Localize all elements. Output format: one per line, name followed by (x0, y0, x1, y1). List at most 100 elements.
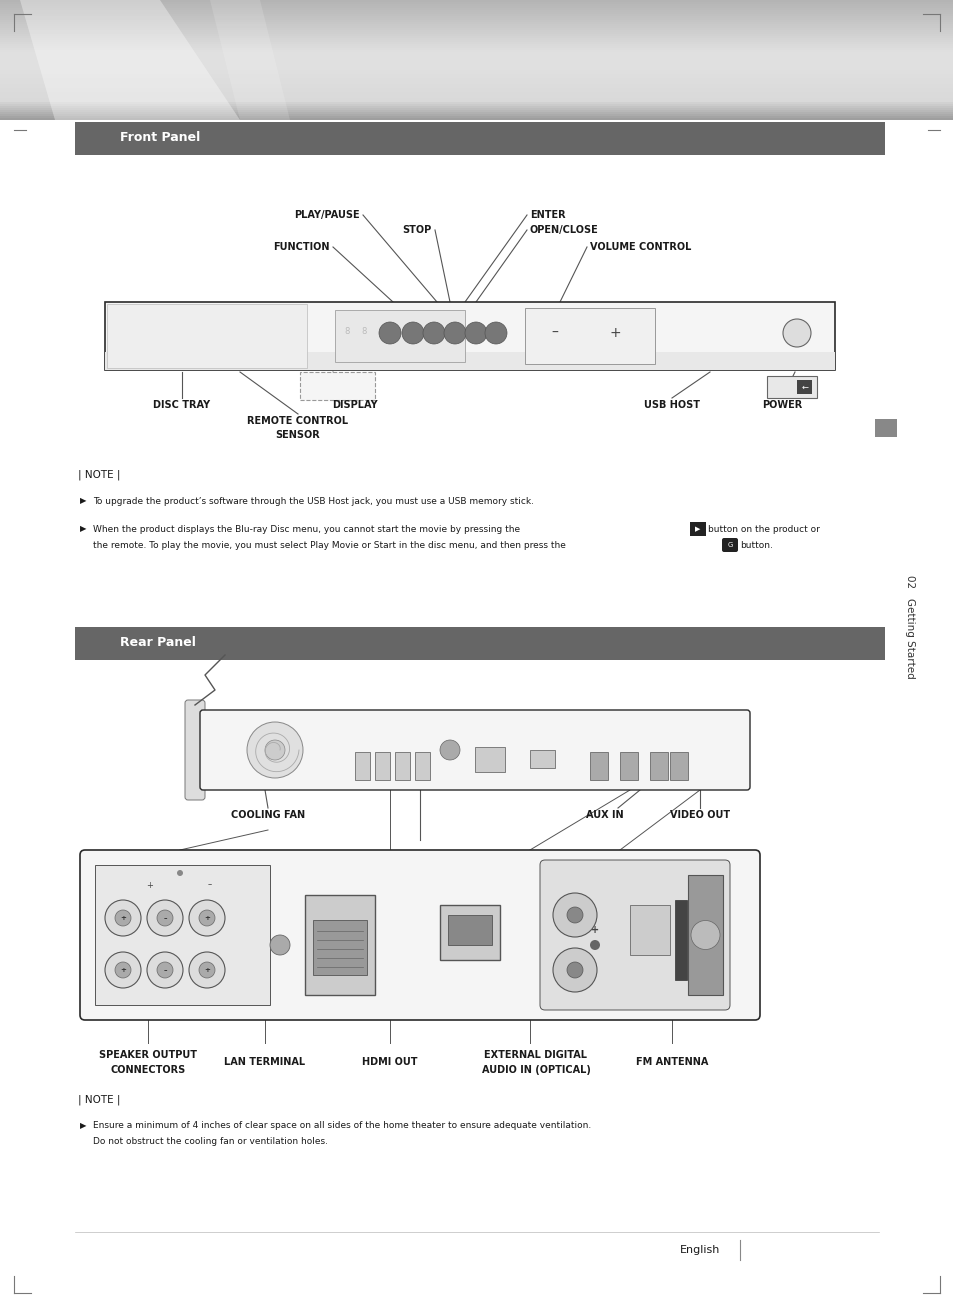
Circle shape (115, 962, 131, 978)
FancyBboxPatch shape (539, 860, 729, 1010)
Polygon shape (20, 0, 240, 120)
Text: DISC TRAY: DISC TRAY (153, 400, 211, 410)
Bar (0, 71, 953, 72)
Bar (0, 72, 953, 74)
Bar (475, 748, 504, 772)
Circle shape (199, 910, 214, 925)
Bar (0, 27, 953, 30)
FancyBboxPatch shape (200, 710, 749, 789)
Text: DISPLAY: DISPLAY (332, 400, 377, 410)
Text: ▶: ▶ (80, 497, 87, 506)
FancyBboxPatch shape (80, 850, 760, 1019)
Text: AUDIO IN (OPTICAL): AUDIO IN (OPTICAL) (481, 1065, 590, 1074)
Text: +: + (609, 325, 620, 340)
Bar (75, 627, 884, 660)
Bar (0, 106, 953, 108)
Circle shape (566, 962, 582, 978)
Text: OPEN/CLOSE: OPEN/CLOSE (530, 225, 598, 235)
Bar (0, 114, 953, 116)
Text: VIDEO OUT: VIDEO OUT (669, 810, 729, 819)
Bar (0, 12, 953, 14)
Text: Do not obstruct the cooling fan or ventilation holes.: Do not obstruct the cooling fan or venti… (92, 1137, 328, 1146)
Bar (629, 904, 669, 955)
Text: CONNECTORS: CONNECTORS (111, 1065, 186, 1074)
Text: FM ANTENNA: FM ANTENNA (635, 1057, 707, 1067)
Bar (0, 7, 953, 8)
Circle shape (105, 951, 141, 988)
Bar (0, 90, 953, 91)
Bar (0, 42, 953, 44)
Bar (105, 352, 834, 370)
Bar (0, 91, 953, 94)
Bar (0, 102, 953, 105)
Bar (0, 98, 953, 101)
Text: To upgrade the product’s software through the USB Host jack, you must use a USB : To upgrade the product’s software throug… (92, 497, 534, 506)
Bar (0, 61, 953, 64)
Bar (305, 895, 375, 995)
Bar (0, 86, 953, 88)
Bar (524, 308, 655, 365)
Text: +: + (204, 967, 210, 972)
Bar (675, 901, 686, 980)
Text: ▶: ▶ (80, 1121, 87, 1131)
Bar (95, 865, 270, 1005)
Text: ▶: ▶ (695, 525, 700, 532)
Bar (335, 310, 464, 362)
Text: | NOTE |: | NOTE | (78, 469, 120, 480)
Circle shape (115, 910, 131, 925)
FancyBboxPatch shape (721, 538, 738, 552)
Bar (0, 31, 953, 34)
Circle shape (265, 740, 285, 759)
Text: +: + (590, 925, 598, 935)
Text: –: – (208, 881, 212, 890)
Text: –: – (163, 967, 167, 972)
Bar (313, 920, 367, 975)
Text: PLAY/PAUSE: PLAY/PAUSE (294, 210, 359, 220)
Bar (689, 521, 705, 536)
Text: button on the product or: button on the product or (707, 524, 819, 533)
Text: AUX IN: AUX IN (585, 810, 623, 819)
Bar (0, 95, 953, 98)
Bar (0, 118, 953, 120)
Bar (105, 302, 834, 370)
Text: ENTER: ENTER (530, 210, 565, 220)
Text: 02   Getting Started: 02 Getting Started (904, 575, 914, 678)
Bar (0, 65, 953, 68)
Text: COOLING FAN: COOLING FAN (231, 810, 305, 819)
Text: the remote. To play the movie, you must select Play Movie or Start in the disc m: the remote. To play the movie, you must … (92, 541, 565, 549)
Text: When the product displays the Blu-ray Disc menu, you cannot start the movie by p: When the product displays the Blu-ray Di… (92, 524, 519, 533)
Circle shape (439, 740, 459, 759)
Text: SENSOR: SENSOR (275, 430, 320, 440)
Circle shape (157, 910, 172, 925)
Bar (299, 372, 375, 400)
Text: +: + (147, 881, 153, 890)
Bar (0, 10, 953, 12)
Text: +: + (120, 915, 126, 921)
Text: STOP: STOP (402, 225, 432, 235)
Bar (766, 376, 816, 399)
Bar (0, 30, 953, 31)
Text: button.: button. (740, 541, 772, 549)
Bar (0, 88, 953, 90)
Bar (0, 38, 953, 41)
Bar (0, 8, 953, 10)
Circle shape (177, 870, 183, 876)
Text: +: + (120, 967, 126, 972)
Bar (0, 94, 953, 95)
Text: EXTERNAL DIGITAL: EXTERNAL DIGITAL (484, 1050, 587, 1060)
Text: 8: 8 (446, 328, 451, 336)
Bar (0, 0, 953, 3)
Circle shape (589, 940, 599, 950)
Bar (0, 84, 953, 86)
Bar (0, 52, 953, 54)
Bar (0, 101, 953, 102)
Bar (0, 68, 953, 71)
Text: –: – (551, 325, 558, 340)
Bar (355, 752, 370, 780)
Circle shape (443, 322, 465, 344)
Text: Ensure a minimum of 4 inches of clear space on all sides of the home theater to : Ensure a minimum of 4 inches of clear sp… (92, 1121, 591, 1131)
Bar (0, 18, 953, 20)
Bar (0, 64, 953, 65)
Text: +: + (204, 915, 210, 921)
Circle shape (422, 322, 444, 344)
